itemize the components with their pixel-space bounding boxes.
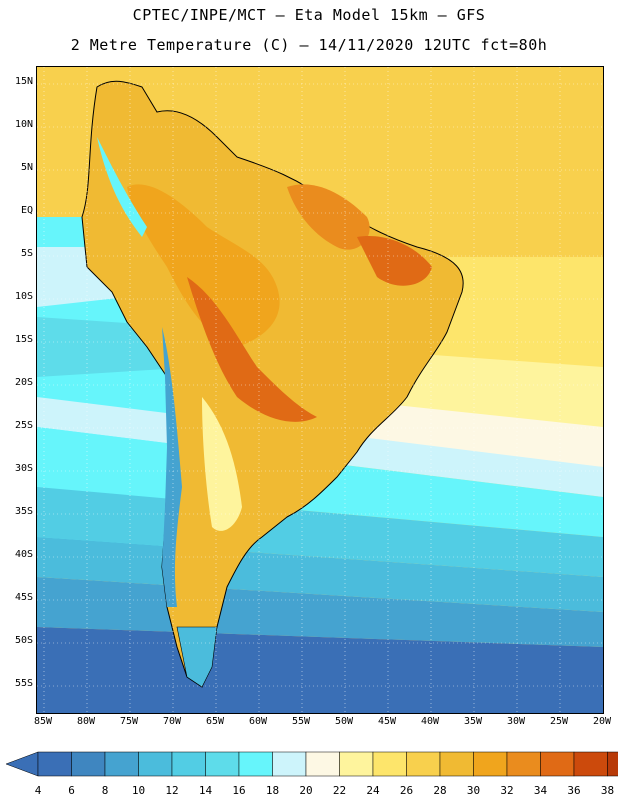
lat-label: 20S [14, 377, 33, 388]
lat-label: 5S [20, 248, 33, 259]
colorbar-swatch [607, 751, 618, 777]
lat-label: 30S [14, 463, 33, 474]
colorbar-swatch [372, 751, 407, 777]
colorbar-label: 24 [366, 784, 380, 797]
lon-label: 80W [76, 716, 96, 727]
colorbar-swatch [540, 751, 575, 777]
colorbar-swatch [573, 751, 608, 777]
lon-label: 35W [463, 716, 483, 727]
colorbar-swatch [439, 751, 474, 777]
map-canvas [37, 67, 603, 713]
land-patagonia-south [176, 626, 218, 688]
land-hot-amazon [287, 184, 370, 250]
lat-label: 55S [14, 678, 33, 689]
colorbar-swatch [305, 751, 340, 777]
land-hot-northeast [357, 236, 432, 286]
colorbar-label: 38 [600, 784, 615, 797]
colorbar-swatch [272, 751, 307, 777]
colorbar-label: 22 [332, 784, 347, 797]
lon-label: 70W [162, 716, 182, 727]
colorbar-swatch [238, 751, 273, 777]
colorbar-label: 36 [567, 784, 581, 797]
lon-label: 30W [506, 716, 526, 727]
lon-label: 55W [291, 716, 311, 727]
temperature-map [36, 66, 604, 714]
colorbar [5, 751, 618, 777]
land-cooler-south [202, 397, 242, 531]
colorbar-label: 26 [399, 784, 414, 797]
lat-label: 5N [20, 162, 33, 173]
colorbar-swatch [37, 751, 72, 777]
lat-label: 15N [14, 76, 33, 87]
land-andes [162, 327, 182, 607]
colorbar-swatch [138, 751, 173, 777]
colorbar-low-arrow [5, 751, 39, 777]
colorbar-swatch [205, 751, 240, 777]
map-title: CPTEC/INPE/MCT – Eta Model 15km – GFS [132, 6, 486, 24]
lat-label: 50S [14, 635, 33, 646]
colorbar-label: 34 [533, 784, 548, 797]
colorbar-label: 10 [131, 784, 146, 797]
colorbar-label: 16 [232, 784, 246, 797]
lat-label: 15S [14, 334, 33, 345]
map-subtitle: 2 Metre Temperature (C) – 14/11/2020 12U… [70, 36, 548, 54]
colorbar-label: 8 [101, 784, 109, 797]
lat-label: 25S [14, 420, 33, 431]
colorbar-label: 30 [466, 784, 481, 797]
colorbar-label: 14 [198, 784, 213, 797]
lon-label: 20W [592, 716, 612, 727]
lat-label: 35S [14, 506, 33, 517]
lon-label: 25W [549, 716, 569, 727]
colorbar-swatch [339, 751, 374, 777]
colorbar-swatch [71, 751, 106, 777]
colorbar-label: 12 [165, 784, 179, 797]
colorbar-label: 28 [433, 784, 447, 797]
land-hot-chaco [187, 277, 317, 422]
lat-label: 45S [14, 592, 33, 603]
lon-label: 65W [205, 716, 225, 727]
lon-label: 85W [33, 716, 53, 727]
colorbar-swatch [171, 751, 206, 777]
lon-label: 50W [334, 716, 354, 727]
land-andes-north [97, 137, 147, 237]
lon-label: 45W [377, 716, 397, 727]
lon-label: 75W [119, 716, 139, 727]
lat-label: 40S [14, 549, 33, 560]
colorbar-swatch [104, 751, 139, 777]
colorbar-label: 6 [68, 784, 75, 797]
colorbar-swatch [506, 751, 541, 777]
colorbar-label: 4 [34, 784, 42, 797]
colorbar-swatch [406, 751, 441, 777]
lat-label: 10S [14, 291, 33, 302]
colorbar-label: 32 [500, 784, 514, 797]
lon-label: 60W [248, 716, 268, 727]
lat-label: EQ [20, 205, 33, 216]
land-warm-core [127, 184, 280, 347]
colorbar-label: 20 [299, 784, 313, 797]
lat-label: 10N [14, 119, 33, 130]
lon-label: 40W [420, 716, 440, 727]
colorbar-label: 18 [265, 784, 280, 797]
colorbar-swatch [473, 751, 508, 777]
